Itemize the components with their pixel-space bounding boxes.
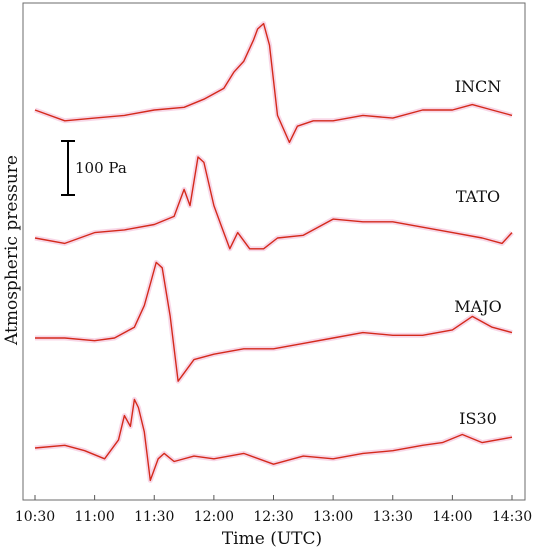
series-line-tato — [34, 156, 513, 250]
series-line-majo — [35, 261, 513, 382]
series-line-is30 — [34, 398, 513, 482]
x-tick-label: 12:00 — [194, 509, 234, 525]
scale-bar-label: 100 Pa — [75, 159, 127, 177]
x-axis-ticks: 10:30 11:00 11:30 12:00 12:30 13:00 13:30 14:00… — [15, 495, 532, 525]
x-tick-label: 11:30 — [134, 509, 174, 525]
x-tick-label: 10:30 — [15, 509, 55, 525]
series-label-incn: INCN — [455, 77, 502, 96]
series-halo-majo — [35, 259, 513, 384]
x-tick-label: 13:30 — [373, 509, 413, 525]
series-halo-is30 — [34, 396, 513, 483]
x-tick-label: 11:00 — [74, 509, 114, 525]
series-layer: INCN TATO MAJO IS30 — [34, 21, 514, 483]
scale-bar: 100 Pa — [61, 140, 127, 196]
x-tick-label: 14:00 — [432, 509, 472, 525]
x-axis-label: Time (UTC) — [222, 529, 322, 549]
x-tick-label: 14:30 — [492, 509, 532, 525]
series-label-majo: MAJO — [454, 297, 501, 316]
series-label-is30: IS30 — [459, 409, 497, 428]
series-line-incn — [34, 22, 513, 144]
y-axis-label: Atmospheric pressure — [2, 155, 22, 346]
x-tick-label: 13:00 — [313, 509, 353, 525]
series-label-tato: TATO — [456, 187, 500, 206]
x-tick-label: 12:30 — [253, 509, 293, 525]
